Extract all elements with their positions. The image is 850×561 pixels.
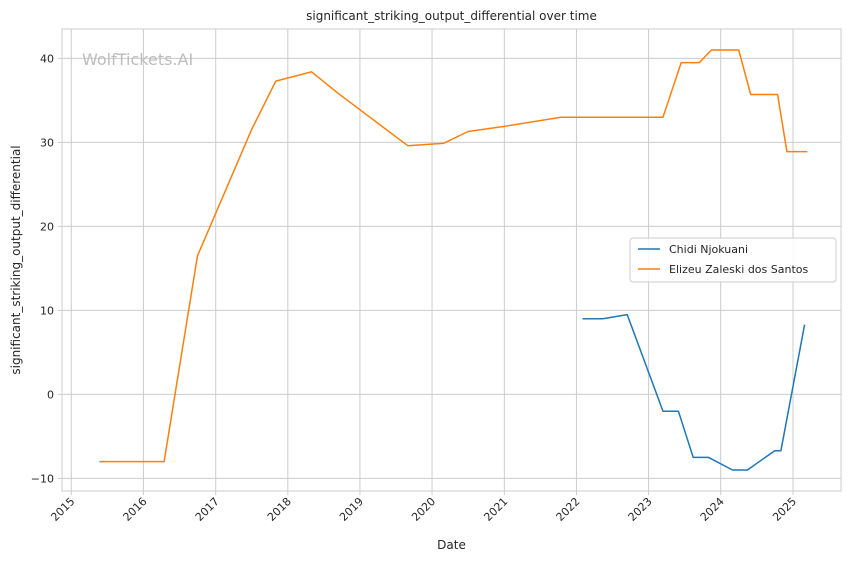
legend-label: Chidi Njokuani <box>669 243 748 256</box>
plot-frame <box>61 28 842 492</box>
series-line-0 <box>582 313 806 471</box>
series-layer <box>99 49 808 471</box>
y-tick-label: 20 <box>40 220 54 233</box>
y-tick-label: 0 <box>47 388 54 401</box>
y-axis-ticks: −10 0 10 20 30 40 <box>31 52 62 485</box>
y-tick-label: 40 <box>40 52 54 65</box>
x-axis-label: Date <box>437 538 466 552</box>
y-tick-label: 30 <box>40 136 54 149</box>
y-axis-label: significant_striking_output_differential <box>9 145 23 374</box>
legend: Chidi Njokuani Elizeu Zaleski dos Santos <box>629 237 837 283</box>
y-tick-label: 10 <box>40 304 54 317</box>
watermark-text: WolfTickets.AI <box>82 50 193 69</box>
chart-title: significant_striking_output_differential… <box>306 9 597 23</box>
legend-label: Elizeu Zaleski dos Santos <box>669 263 809 276</box>
y-tick-label: −10 <box>31 472 54 485</box>
legend-box <box>629 237 837 283</box>
series-line-1 <box>99 49 808 463</box>
